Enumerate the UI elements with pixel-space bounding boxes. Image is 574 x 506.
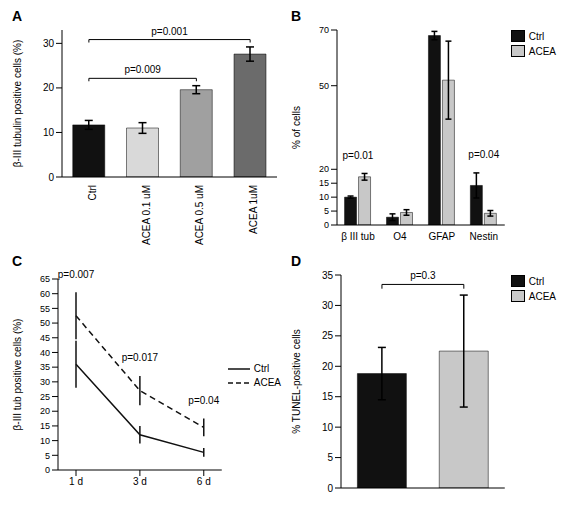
- svg-text:10: 10: [43, 127, 55, 138]
- svg-text:p=0.01: p=0.01: [343, 150, 374, 161]
- svg-text:5: 5: [324, 206, 329, 216]
- svg-text:Nestin: Nestin: [470, 231, 498, 242]
- svg-text:p=0.3: p=0.3: [410, 270, 436, 281]
- svg-text:ACEA 0.5 uM: ACEA 0.5 uM: [194, 185, 205, 245]
- svg-text:10: 10: [322, 422, 334, 433]
- svg-text:15: 15: [40, 421, 50, 431]
- svg-text:55: 55: [40, 304, 50, 314]
- html-text:C: C: [12, 253, 23, 269]
- svg-text:β III tub: β III tub: [341, 231, 375, 242]
- svg-text:10: 10: [319, 192, 329, 202]
- svg-text:20: 20: [43, 82, 55, 93]
- svg-text:65: 65: [40, 274, 50, 284]
- svg-text:p=0.007: p=0.007: [58, 269, 95, 280]
- svg-text:30: 30: [322, 300, 334, 311]
- html-text:A: A: [12, 8, 23, 24]
- svg-text:β-III tub positive cells (%): β-III tub positive cells (%): [12, 319, 23, 431]
- svg-text:p=0.04: p=0.04: [188, 395, 219, 406]
- svg-text:35: 35: [322, 270, 334, 281]
- svg-text:0: 0: [45, 465, 50, 475]
- svg-text:50: 50: [319, 81, 329, 91]
- svg-text:45: 45: [40, 333, 50, 343]
- html-text:Ctrl: Ctrl: [528, 30, 545, 42]
- svg-text:% of cells: % of cells: [291, 106, 302, 149]
- svg-text:1 d: 1 d: [69, 476, 83, 487]
- svg-text:O4: O4: [393, 231, 407, 242]
- svg-text:5: 5: [45, 451, 50, 461]
- svg-text:% TUNEL-positive cells: % TUNEL-positive cells: [291, 329, 302, 433]
- html-text:B: B: [291, 8, 302, 24]
- html-text:ACEA: ACEA: [528, 45, 556, 57]
- html-text:ACEA: ACEA: [528, 290, 556, 302]
- html-text:D: D: [291, 253, 302, 269]
- svg-text:ACEA 0.1 uM: ACEA 0.1 uM: [141, 185, 152, 245]
- svg-text:10: 10: [40, 436, 50, 446]
- svg-text:0: 0: [324, 220, 329, 230]
- svg-text:20: 20: [322, 361, 334, 372]
- svg-text:p=0.04: p=0.04: [468, 149, 499, 160]
- svg-text:p=0.017: p=0.017: [122, 352, 159, 363]
- svg-text:25: 25: [40, 392, 50, 402]
- svg-text:35: 35: [40, 362, 50, 372]
- svg-text:50: 50: [40, 318, 50, 328]
- svg-text:15: 15: [322, 391, 334, 402]
- svg-text:3 d: 3 d: [133, 476, 147, 487]
- svg-text:5: 5: [327, 452, 333, 463]
- svg-text:40: 40: [40, 348, 50, 358]
- svg-text:30: 30: [40, 377, 50, 387]
- svg-text:15: 15: [319, 178, 329, 188]
- svg-text:70: 70: [319, 25, 329, 35]
- svg-text:25: 25: [322, 330, 334, 341]
- svg-text:Ctrl: Ctrl: [87, 185, 98, 201]
- svg-text:ACEA 1uM: ACEA 1uM: [248, 185, 259, 234]
- svg-text:0: 0: [48, 172, 54, 183]
- svg-text:20: 20: [319, 164, 329, 174]
- svg-text:0: 0: [327, 483, 333, 494]
- svg-text:6 d: 6 d: [197, 476, 211, 487]
- html-text:Ctrl: Ctrl: [253, 363, 270, 374]
- svg-text:β-III tubulin positive cells (: β-III tubulin positive cells (%): [12, 40, 23, 167]
- svg-text:60: 60: [40, 289, 50, 299]
- svg-text:30: 30: [43, 38, 55, 49]
- html-text:ACEA: ACEA: [253, 377, 281, 388]
- svg-text:p=0.009: p=0.009: [124, 64, 161, 75]
- html-text:Ctrl: Ctrl: [528, 275, 545, 287]
- svg-text:20: 20: [40, 406, 50, 416]
- svg-text:p=0.001: p=0.001: [151, 26, 188, 37]
- svg-text:GFAP: GFAP: [429, 231, 456, 242]
